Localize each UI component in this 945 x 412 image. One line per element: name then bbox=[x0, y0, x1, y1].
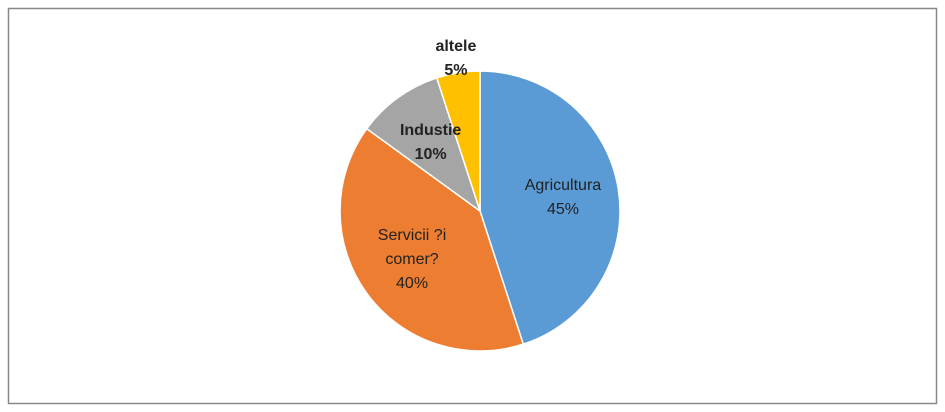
data-label: altele 5% bbox=[401, 35, 511, 83]
label-value: 45% bbox=[546, 200, 579, 218]
label-value: 40% bbox=[396, 275, 429, 293]
data-label: Agricultura 45% bbox=[508, 174, 618, 222]
data-label: Industie 10% bbox=[376, 119, 486, 167]
pie-slice bbox=[339, 127, 525, 352]
label-name: altele bbox=[435, 37, 477, 55]
pie-slice bbox=[365, 76, 482, 213]
pie-slice bbox=[479, 70, 621, 346]
label-value: 5% bbox=[444, 61, 468, 79]
label-value: 10% bbox=[414, 146, 447, 164]
label-name: Industie bbox=[399, 122, 462, 140]
data-label: Servicii ?i comer? 40% bbox=[372, 224, 452, 296]
label-name: Agricultura bbox=[524, 176, 602, 194]
pie-slice bbox=[435, 70, 481, 212]
label-name: Servicii ?i comer? bbox=[377, 227, 447, 269]
